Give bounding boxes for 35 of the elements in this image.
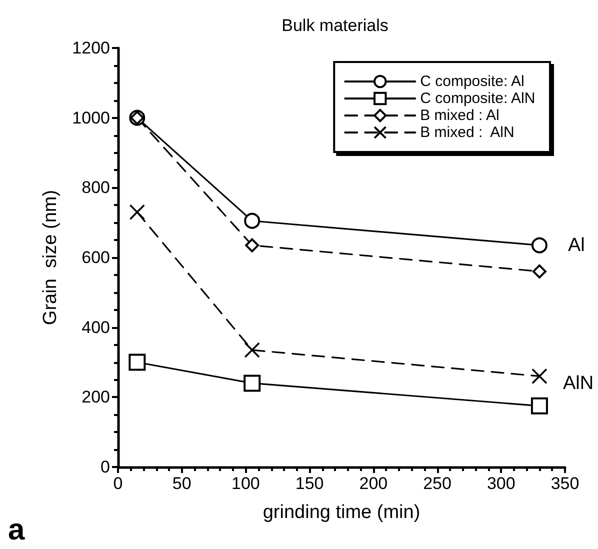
x-axis-title: grinding time (min) <box>262 502 420 523</box>
point <box>244 374 261 392</box>
y-tick-label: 400 <box>82 318 110 337</box>
x-tick-label: 200 <box>359 474 388 493</box>
x-tick-label: 250 <box>423 474 452 493</box>
legend-label: B mixed : AlN <box>420 124 514 141</box>
point <box>129 204 146 220</box>
point <box>532 264 546 278</box>
text: a <box>8 514 25 546</box>
point <box>128 354 146 371</box>
point <box>245 238 260 252</box>
point <box>532 368 548 384</box>
annotation: AlN <box>563 373 594 394</box>
x-tick-label: 0 <box>113 474 123 493</box>
y-tick-label: 1000 <box>72 108 110 128</box>
y-axis-title: Grain size (nm) <box>40 190 61 326</box>
legend-label: C composite: Al <box>420 73 524 90</box>
legend-label: C composite: AlN <box>420 90 536 107</box>
y-tick-label: 600 <box>82 248 110 267</box>
x-tick-label: 100 <box>232 474 260 493</box>
text: Al <box>568 235 585 256</box>
point <box>244 342 260 358</box>
x-tick-label: 350 <box>550 474 580 493</box>
point <box>530 397 548 414</box>
point <box>531 237 548 254</box>
chart-title: Bulk materials <box>282 16 388 35</box>
x-tick-label: 50 <box>172 474 192 493</box>
y-tick-label: 800 <box>82 178 110 198</box>
y-tick-label: 1200 <box>72 38 110 58</box>
y-tick-label: 0 <box>100 458 110 476</box>
legend-label: B mixed : Al <box>420 107 500 124</box>
x-tick-label: 300 <box>486 474 516 493</box>
y-tick-label: 200 <box>82 388 110 407</box>
point <box>244 212 260 229</box>
x-tick-label: 150 <box>295 474 324 493</box>
